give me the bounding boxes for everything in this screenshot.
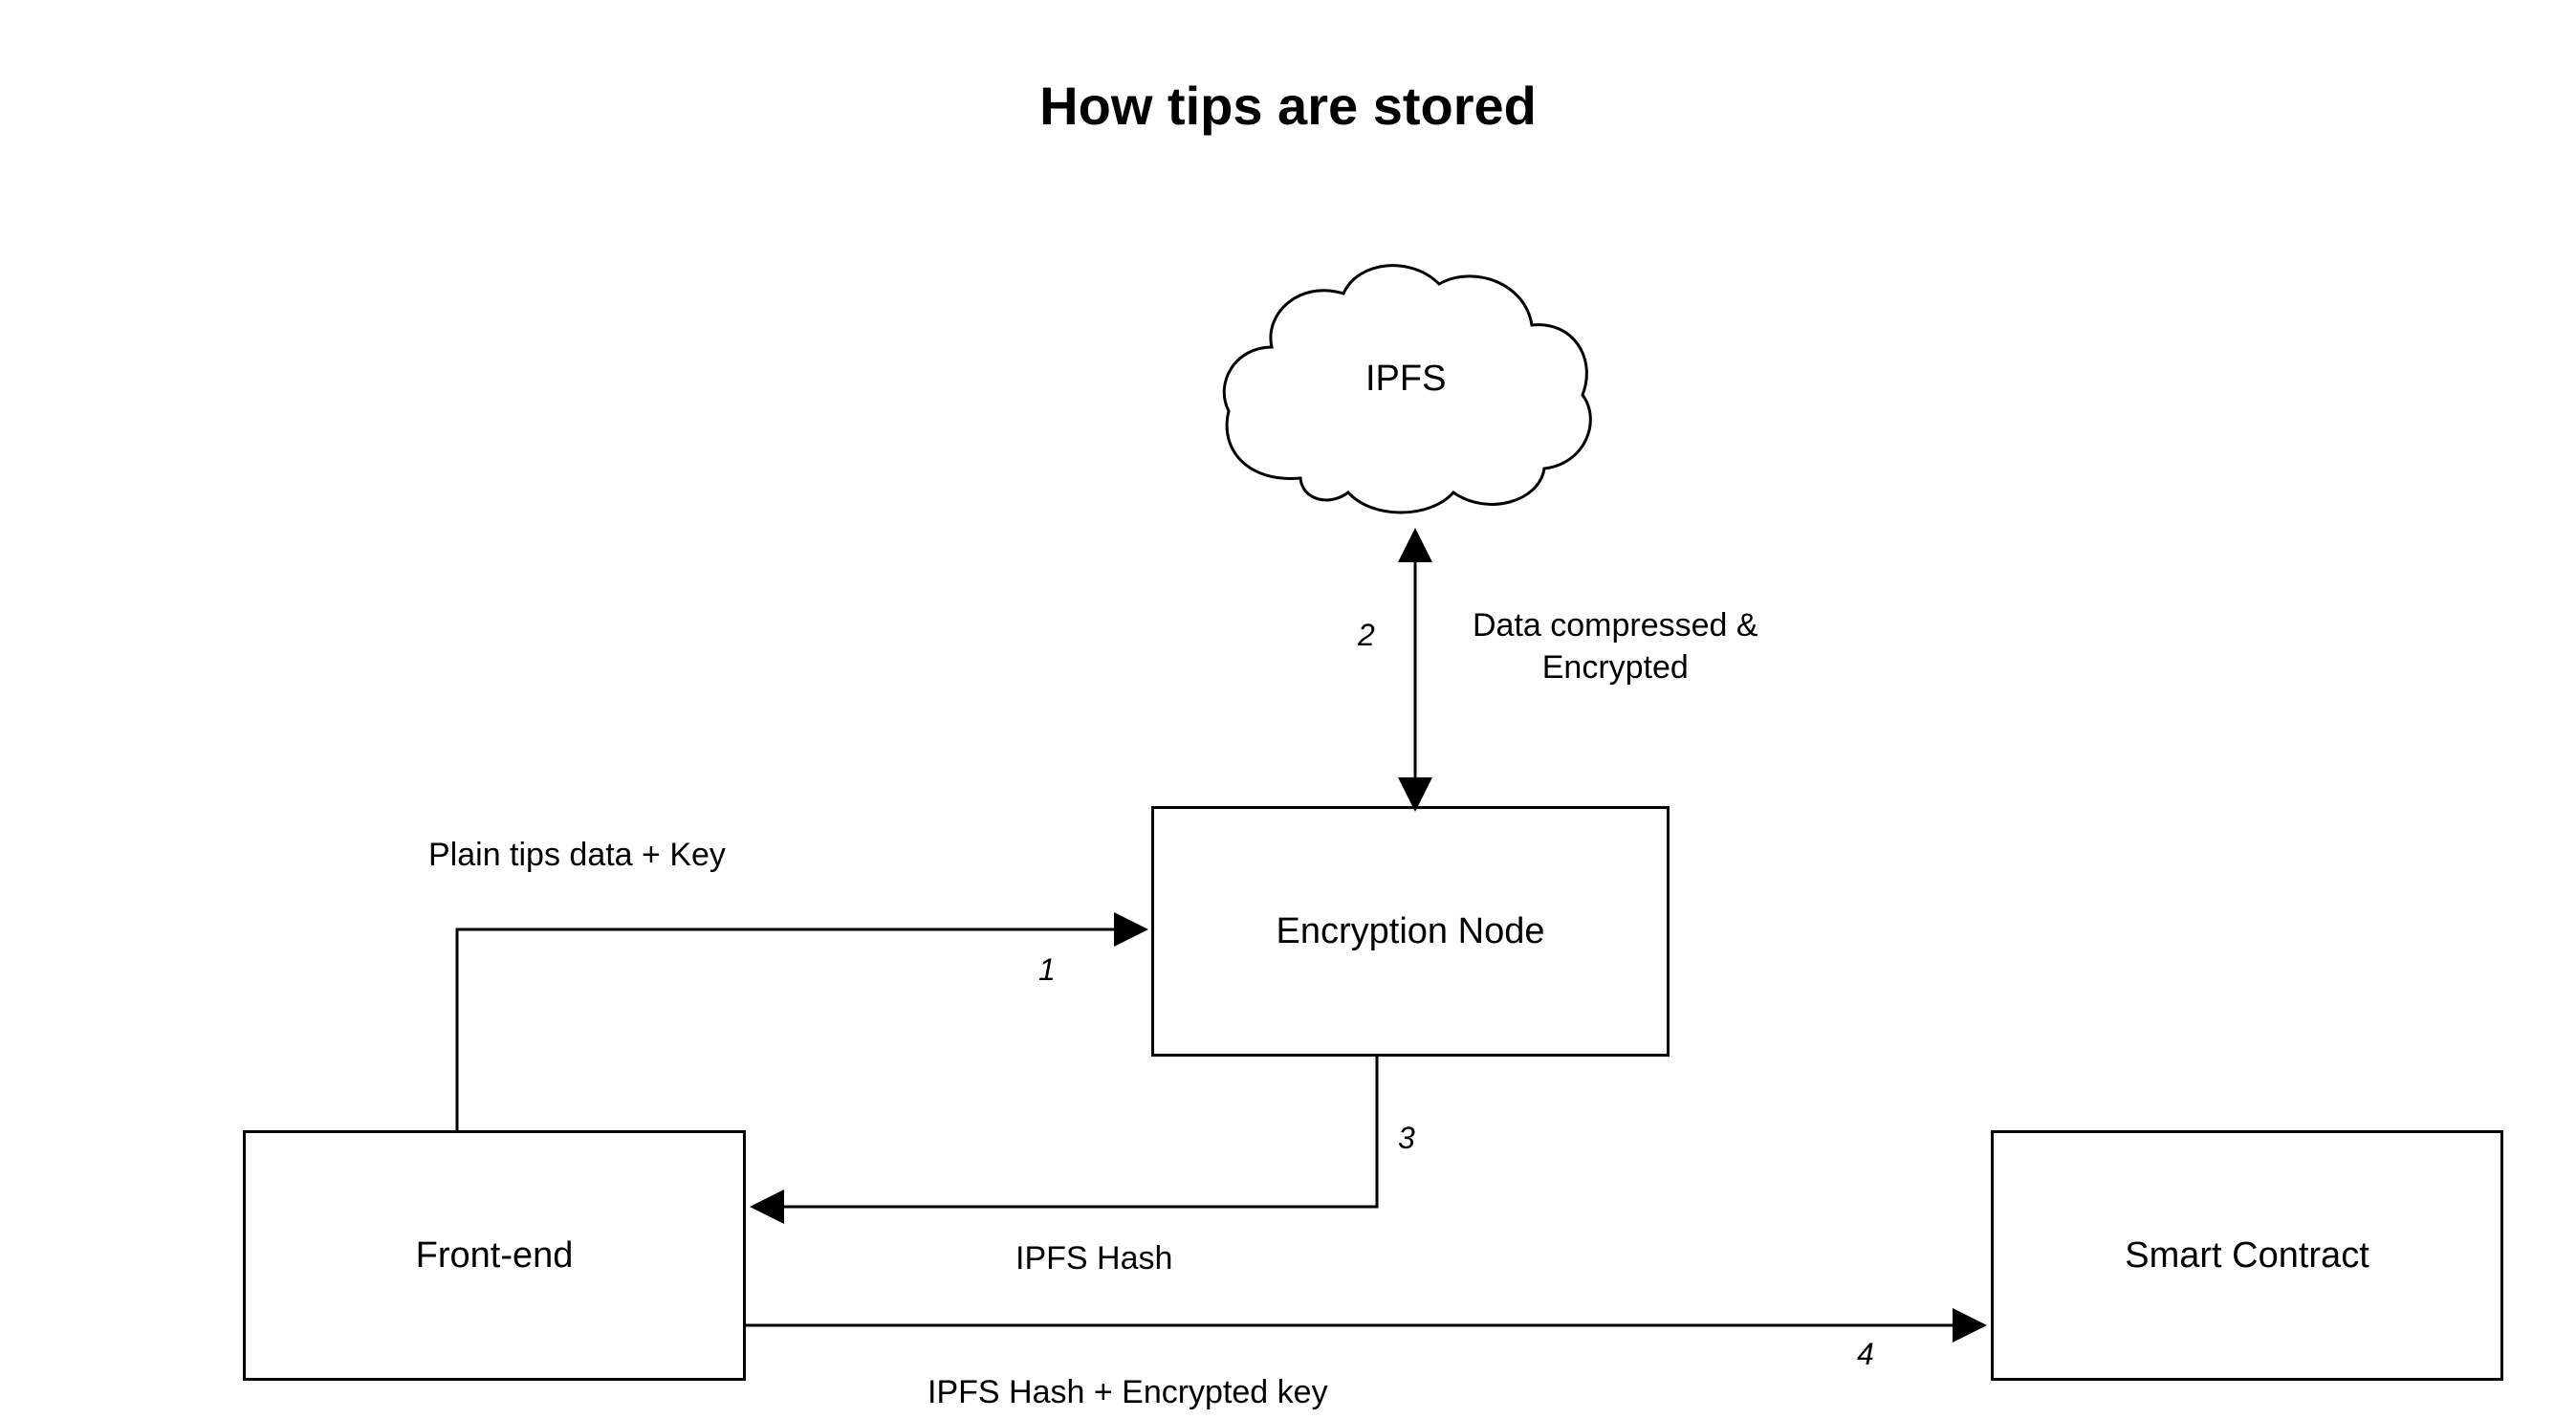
encryption-node-label: Encryption Node <box>1277 911 1545 952</box>
flowchart-diagram: How tips are stored IPFS Encryption Node… <box>0 0 2576 1419</box>
smart-contract-node: Smart Contract <box>1991 1130 2503 1381</box>
diagram-title: How tips are stored <box>1039 75 1537 137</box>
frontend-node-label: Front-end <box>416 1235 574 1277</box>
edge-4-label: IPFS Hash + Encrypted key <box>928 1371 1328 1413</box>
smart-contract-node-label: Smart Contract <box>2125 1235 2369 1277</box>
edge-3 <box>755 1057 1377 1207</box>
ipfs-cloud-node: IPFS <box>1195 244 1606 531</box>
ipfs-label: IPFS <box>1365 359 1446 400</box>
edge-4-step: 4 <box>1857 1337 1874 1372</box>
frontend-node: Front-end <box>243 1130 746 1381</box>
edge-3-label: IPFS Hash <box>1015 1237 1172 1279</box>
edge-2-label: Data compressed & Encrypted <box>1473 604 1758 688</box>
edge-3-step: 3 <box>1398 1121 1415 1156</box>
edge-1-step: 1 <box>1038 952 1056 988</box>
edge-2-step: 2 <box>1358 618 1375 653</box>
edge-1-label: Plain tips data + Key <box>428 834 726 876</box>
edge-2-label-line1: Data compressed & Encrypted <box>1473 607 1758 686</box>
encryption-node: Encryption Node <box>1151 806 1670 1057</box>
